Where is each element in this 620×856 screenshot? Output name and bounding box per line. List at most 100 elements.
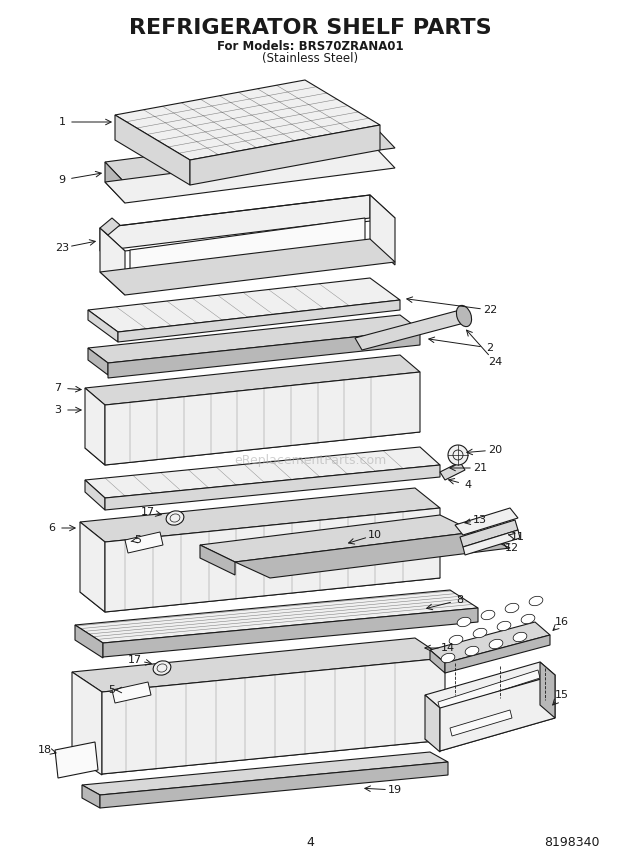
Ellipse shape	[457, 617, 471, 627]
Polygon shape	[200, 515, 475, 562]
Polygon shape	[125, 532, 163, 553]
Text: 24: 24	[488, 357, 502, 367]
Polygon shape	[460, 520, 518, 547]
Ellipse shape	[441, 653, 455, 663]
Polygon shape	[72, 720, 445, 774]
Text: 3: 3	[55, 405, 61, 415]
Text: 22: 22	[483, 305, 497, 315]
Polygon shape	[445, 635, 550, 673]
Polygon shape	[103, 608, 478, 657]
Polygon shape	[100, 195, 370, 251]
Text: 23: 23	[55, 243, 69, 253]
Polygon shape	[85, 447, 440, 498]
Polygon shape	[85, 480, 105, 510]
Text: 8: 8	[456, 595, 464, 605]
Polygon shape	[85, 388, 105, 465]
Polygon shape	[425, 662, 555, 708]
Text: 5: 5	[135, 535, 141, 545]
Polygon shape	[450, 710, 512, 736]
Text: 16: 16	[555, 617, 569, 627]
Polygon shape	[80, 522, 105, 612]
Polygon shape	[430, 650, 445, 673]
Polygon shape	[108, 330, 420, 378]
Ellipse shape	[497, 621, 511, 631]
Ellipse shape	[465, 646, 479, 656]
Polygon shape	[235, 532, 510, 578]
Polygon shape	[100, 228, 125, 295]
Text: 18: 18	[38, 745, 52, 755]
Ellipse shape	[153, 661, 171, 675]
Text: 4: 4	[306, 835, 314, 848]
Ellipse shape	[166, 511, 184, 525]
Polygon shape	[425, 705, 555, 751]
Text: 19: 19	[388, 785, 402, 795]
Text: For Models: BRS70ZRANA01: For Models: BRS70ZRANA01	[216, 40, 404, 53]
Text: 8198340: 8198340	[544, 835, 600, 848]
Text: 17: 17	[128, 655, 142, 665]
Polygon shape	[463, 530, 520, 555]
Polygon shape	[105, 147, 395, 203]
Text: 7: 7	[55, 383, 61, 393]
Text: 5: 5	[108, 685, 115, 695]
Polygon shape	[82, 752, 448, 795]
Text: 17: 17	[141, 507, 155, 517]
Text: 1: 1	[58, 117, 66, 127]
Text: 6: 6	[48, 523, 56, 533]
Polygon shape	[130, 218, 365, 292]
Polygon shape	[100, 218, 120, 235]
Ellipse shape	[521, 615, 535, 624]
Polygon shape	[55, 742, 98, 778]
Polygon shape	[105, 162, 125, 203]
Text: 9: 9	[58, 175, 66, 185]
Ellipse shape	[489, 639, 503, 649]
Polygon shape	[88, 315, 420, 363]
Text: 10: 10	[368, 530, 382, 540]
Polygon shape	[455, 508, 518, 535]
Ellipse shape	[505, 603, 519, 613]
Polygon shape	[425, 695, 440, 752]
Polygon shape	[105, 508, 440, 612]
Text: 14: 14	[441, 643, 455, 653]
Text: 13: 13	[473, 515, 487, 525]
Text: 4: 4	[464, 480, 472, 490]
Text: 12: 12	[505, 543, 519, 553]
Ellipse shape	[473, 628, 487, 638]
Polygon shape	[88, 310, 118, 342]
Text: 20: 20	[488, 445, 502, 455]
Polygon shape	[82, 785, 100, 808]
Ellipse shape	[529, 597, 543, 606]
Ellipse shape	[456, 306, 472, 327]
Polygon shape	[80, 558, 440, 612]
Polygon shape	[370, 195, 395, 265]
Text: (Stainless Steel): (Stainless Steel)	[262, 52, 358, 65]
Polygon shape	[100, 239, 395, 295]
Polygon shape	[85, 355, 420, 405]
Polygon shape	[540, 662, 555, 718]
Polygon shape	[72, 672, 102, 775]
Ellipse shape	[513, 633, 527, 642]
Polygon shape	[112, 682, 151, 703]
Polygon shape	[105, 465, 440, 510]
Polygon shape	[75, 625, 103, 658]
Polygon shape	[438, 670, 540, 710]
Ellipse shape	[448, 445, 468, 465]
Ellipse shape	[449, 635, 463, 645]
Text: 15: 15	[555, 690, 569, 700]
Polygon shape	[100, 762, 448, 808]
Polygon shape	[115, 80, 380, 160]
Polygon shape	[440, 462, 465, 480]
Polygon shape	[115, 115, 190, 185]
Ellipse shape	[481, 610, 495, 620]
Polygon shape	[190, 125, 380, 185]
Polygon shape	[88, 348, 108, 375]
Polygon shape	[88, 278, 400, 332]
Polygon shape	[85, 415, 420, 465]
Polygon shape	[105, 127, 395, 183]
Text: eReplacementParts.com: eReplacementParts.com	[234, 454, 386, 467]
Polygon shape	[75, 590, 478, 643]
Polygon shape	[430, 622, 550, 663]
Text: 11: 11	[511, 532, 525, 542]
Polygon shape	[105, 372, 420, 465]
Polygon shape	[200, 545, 235, 575]
Polygon shape	[102, 658, 445, 774]
